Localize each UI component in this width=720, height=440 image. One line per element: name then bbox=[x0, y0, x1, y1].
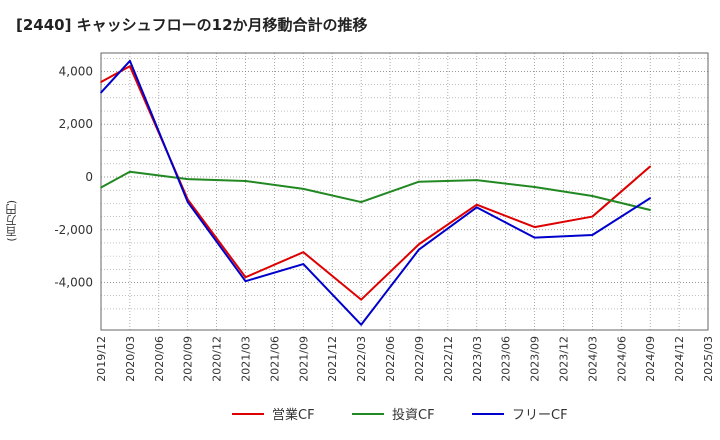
data-point bbox=[186, 201, 189, 203]
data-point bbox=[244, 276, 247, 279]
data-point bbox=[100, 81, 102, 83]
data-point bbox=[418, 243, 420, 246]
data-point bbox=[649, 165, 651, 168]
data-point bbox=[533, 186, 536, 188]
data-point bbox=[591, 234, 594, 236]
y-tick-label: -4,000 bbox=[54, 276, 93, 290]
data-point bbox=[533, 226, 536, 228]
data-point bbox=[302, 188, 305, 190]
data-point bbox=[649, 197, 651, 199]
x-tick-label: 2021/09 bbox=[297, 336, 310, 382]
data-point bbox=[302, 263, 305, 265]
data-point bbox=[302, 251, 305, 253]
x-tick-label: 2023/09 bbox=[529, 336, 542, 382]
x-tick-label: 2022/06 bbox=[384, 336, 397, 382]
x-tick-label: 2021/06 bbox=[268, 336, 281, 382]
x-tick-label: 2021/12 bbox=[326, 336, 339, 382]
legend-label: フリーCF bbox=[512, 408, 568, 423]
data-point bbox=[591, 215, 594, 218]
data-point bbox=[360, 201, 362, 203]
x-tick-label: 2019/12 bbox=[95, 336, 108, 382]
x-tick-label: 2020/06 bbox=[153, 336, 166, 382]
data-point bbox=[475, 203, 478, 206]
y-tick-label: 0 bbox=[85, 170, 93, 184]
data-point bbox=[591, 195, 594, 197]
data-point bbox=[129, 170, 131, 173]
x-tick-label: 2024/09 bbox=[644, 336, 657, 382]
x-tick-label: 2020/03 bbox=[124, 336, 137, 382]
x-tick-label: 2024/06 bbox=[615, 336, 628, 382]
y-tick-label: -2,000 bbox=[54, 223, 93, 237]
y-tick-label: 4,000 bbox=[59, 64, 93, 78]
x-tick-label: 2024/03 bbox=[586, 336, 599, 382]
data-point bbox=[100, 91, 102, 94]
x-tick-label: 2022/12 bbox=[442, 336, 455, 382]
x-tick-label: 2023/12 bbox=[557, 336, 570, 382]
legend-label: 営業CF bbox=[272, 407, 315, 423]
legend-label: 投資CF bbox=[392, 407, 435, 423]
x-tick-label: 2021/03 bbox=[240, 336, 253, 382]
chart-title: [2440] キャッシュフローの12か月移動合計の推移 bbox=[16, 16, 368, 34]
x-tick-label: 2025/03 bbox=[702, 336, 715, 382]
data-point bbox=[129, 65, 131, 67]
plot-border bbox=[100, 52, 709, 331]
x-tick-label: 2020/09 bbox=[182, 336, 195, 382]
data-point bbox=[360, 298, 362, 301]
x-tick-label: 2023/03 bbox=[471, 336, 484, 382]
x-tick-label: 2024/12 bbox=[673, 336, 686, 382]
data-point bbox=[418, 248, 420, 251]
y-tick-label: 2,000 bbox=[59, 117, 93, 131]
data-point bbox=[475, 179, 478, 181]
data-point bbox=[186, 178, 189, 180]
data-point bbox=[129, 60, 131, 62]
data-point bbox=[244, 180, 247, 182]
x-tick-label: 2020/12 bbox=[211, 336, 224, 382]
x-tick-label: 2022/09 bbox=[413, 336, 426, 382]
x-tick-label: 2022/03 bbox=[355, 336, 368, 382]
data-point bbox=[244, 280, 247, 282]
data-point bbox=[360, 323, 362, 326]
data-point bbox=[649, 209, 651, 211]
data-point bbox=[475, 206, 478, 209]
data-point bbox=[533, 236, 536, 239]
plot-area bbox=[101, 53, 708, 330]
x-tick-label: 2023/06 bbox=[500, 336, 513, 382]
data-point bbox=[418, 180, 420, 183]
data-point bbox=[100, 186, 102, 189]
